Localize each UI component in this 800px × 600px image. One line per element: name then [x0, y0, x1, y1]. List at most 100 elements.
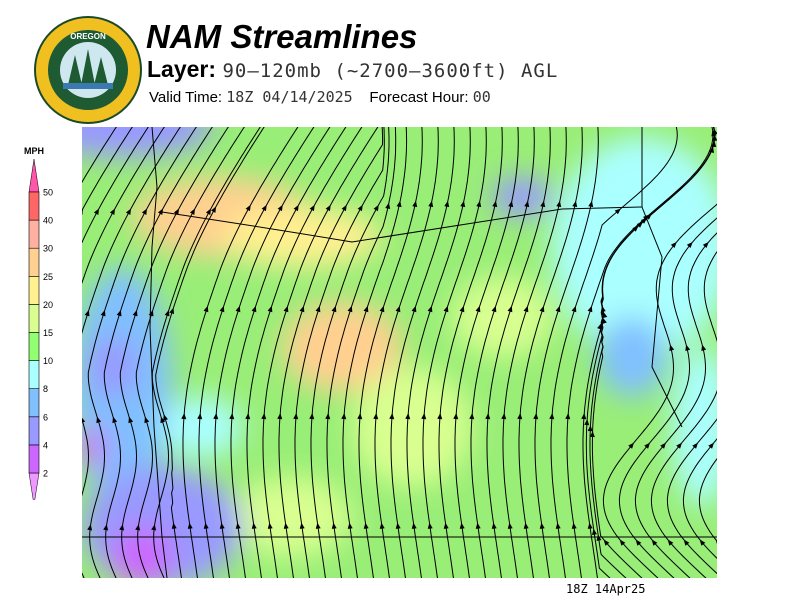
legend-tick-label: 8	[43, 384, 48, 394]
streamline	[155, 127, 265, 578]
streamline-arrow	[628, 442, 634, 449]
legend-tick-label: 40	[43, 216, 53, 226]
valid-time-label: Valid Time:	[149, 89, 223, 106]
valid-time-info: Valid Time: 18Z 04/14/2025 Forecast Hour…	[149, 88, 491, 106]
streamline-arrow	[112, 416, 118, 424]
streamline-arrow	[341, 413, 347, 420]
streamline-arrow	[293, 413, 299, 420]
legend-tick-label: 20	[43, 300, 53, 310]
legend-swatch	[28, 276, 40, 305]
streamline-arrow	[565, 413, 571, 420]
streamline-arrow	[587, 425, 593, 432]
streamline-arrow	[261, 204, 267, 212]
streamline-arrow	[572, 200, 578, 208]
streamline-arrow	[596, 534, 602, 541]
streamline-arrow	[213, 413, 219, 420]
streamline	[470, 127, 535, 578]
streamline-arrow	[93, 208, 99, 215]
streamline-arrow	[614, 208, 621, 215]
legend-tick-label: 50	[43, 188, 53, 198]
streamline	[650, 250, 717, 578]
streamline-arrow	[421, 413, 427, 420]
streamline-arrow	[299, 522, 305, 529]
streamline-arrow	[373, 413, 379, 420]
streamline	[374, 127, 439, 578]
streamline-arrow	[507, 305, 513, 313]
streamline-arrow	[405, 413, 411, 420]
forecast-hour-label: Forecast Hour:	[369, 89, 469, 106]
streamline-arrow	[437, 413, 443, 420]
streamline-arrow	[632, 225, 639, 232]
legend-tick-label: 15	[43, 328, 53, 338]
streamline-arrow	[87, 524, 93, 531]
streamline-arrow	[517, 413, 523, 420]
streamline-arrow	[96, 416, 102, 424]
streamline-arrow	[283, 522, 289, 529]
streamline-arrow	[331, 305, 337, 313]
streamline-arrow	[539, 305, 545, 313]
streamline-arrow	[189, 208, 195, 215]
streamline-arrow	[669, 344, 675, 351]
streamline	[358, 127, 423, 578]
streamline-arrow	[584, 419, 590, 426]
streamline-arrow	[363, 522, 369, 529]
streamline	[438, 127, 503, 578]
streamline-arrow	[389, 413, 395, 420]
streamline-arrow	[507, 522, 513, 529]
color-legend: MPH 2 4 6 8 10 15 20 25 30 40 50	[24, 146, 53, 500]
streamline-arrow	[141, 208, 147, 215]
streamline	[406, 127, 471, 578]
wind-streamline-map	[82, 127, 717, 578]
streamline-arrow	[460, 200, 466, 208]
streamline	[518, 127, 583, 578]
streamline-arrow	[549, 413, 555, 420]
streamline-arrow	[325, 204, 331, 212]
logo-text-top: OREGON	[70, 32, 106, 41]
streamline-arrow	[235, 522, 241, 529]
streamline	[698, 458, 717, 542]
streamline-arrow	[602, 311, 608, 319]
streamline-arrow	[385, 202, 391, 209]
chart-title: NAM Streamlines	[146, 18, 418, 55]
streamline-arrow	[132, 309, 138, 317]
streamline	[230, 127, 347, 578]
streamline	[246, 127, 363, 578]
streamline-arrow	[103, 524, 109, 531]
streamline-arrow	[469, 413, 475, 420]
streamline	[278, 127, 384, 578]
streamline-arrow	[347, 522, 353, 529]
legend-above-arrow	[28, 158, 40, 193]
streamline-arrow	[181, 413, 187, 420]
streamline-arrow	[686, 241, 693, 249]
streamline-arrow	[163, 414, 168, 421]
streamline-arrow	[135, 524, 141, 531]
streamline-arrow	[453, 413, 459, 420]
legend-tick-label: 2	[43, 469, 48, 479]
streamline-arrow	[148, 309, 154, 317]
streamline	[294, 127, 385, 578]
streamline-arrow	[245, 413, 251, 420]
streamline-arrow	[523, 305, 529, 313]
streamline-arrow	[443, 305, 449, 313]
streamline-arrow	[251, 305, 257, 313]
streamline-arrow	[411, 305, 417, 313]
streamline-arrow	[539, 522, 545, 529]
streamline-arrow	[491, 522, 497, 529]
streamline-arrow	[235, 305, 241, 313]
streamline-arrow	[411, 522, 417, 529]
streamline-arrow	[396, 200, 402, 208]
streamline	[591, 127, 716, 578]
streamline-arrow	[395, 305, 401, 313]
streamline	[82, 127, 181, 578]
streamline-arrow	[644, 442, 650, 449]
streamline-arrow	[427, 305, 433, 313]
streamline-arrow	[591, 528, 597, 535]
streamline-arrow	[84, 309, 90, 317]
streamline-arrow	[325, 413, 331, 420]
streamline-arrow	[556, 200, 562, 208]
streamline-arrow	[444, 200, 450, 208]
streamline	[502, 127, 567, 578]
streamline	[326, 127, 397, 578]
streamline	[214, 127, 331, 578]
streamline-arrow	[125, 208, 131, 215]
